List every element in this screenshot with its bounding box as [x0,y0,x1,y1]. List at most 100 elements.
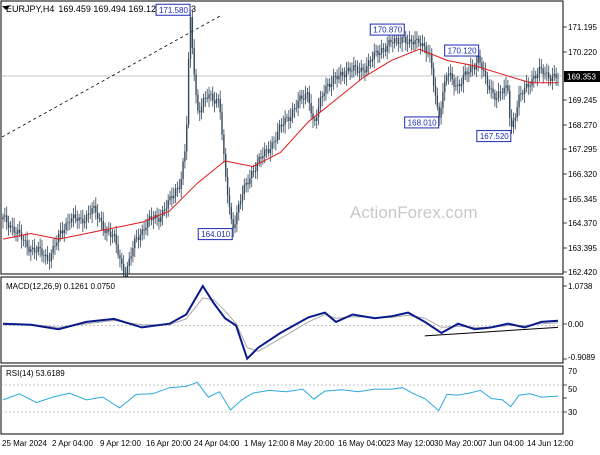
candle [96,203,99,227]
candle [321,91,323,107]
time-label: 16 May 04:00 [338,439,387,448]
candle [284,110,286,134]
candle [2,213,4,229]
candle [486,71,489,94]
candle [271,136,273,156]
watermark: ActionForex.com [350,203,478,222]
candle [501,87,504,100]
svg-text:167.520: 167.520 [480,132,509,141]
svg-text:50: 50 [568,385,577,394]
svg-text:1.0738: 1.0738 [568,282,593,291]
candle [445,72,448,86]
candle [319,90,322,112]
candle [457,76,459,94]
candle [48,252,51,270]
symbol-label: EURJPY,H4 169.459 169.494 169.120 169.353 [6,4,196,14]
candle [139,228,142,248]
time-label: 14 Jun 12:00 [527,439,574,448]
candle [85,210,88,230]
svg-text:169.245: 169.245 [568,96,597,105]
candle [182,157,184,186]
candle [525,74,528,93]
candle [245,177,247,193]
price-annotation: 170.120 [444,44,480,58]
candle [507,79,509,95]
candle [290,108,292,129]
time-label: 16 Apr 20:00 [146,439,192,448]
candle [13,218,15,239]
candle [7,215,10,236]
candle [15,227,17,242]
candle [308,85,310,111]
candle [512,112,515,134]
time-label: 1 May 12:00 [244,439,289,448]
candle [87,205,90,223]
candle [542,64,544,84]
candle [56,235,58,250]
candle [251,165,253,188]
rsi-line [2,381,559,412]
candle [367,53,370,75]
candle [364,63,366,82]
candle [514,113,517,130]
candle [447,66,450,85]
time-label: 7 Jun 04:00 [482,439,524,448]
time-label: 2 Apr 04:00 [52,439,93,448]
price-tick: 171.195 [563,23,597,32]
collapse-triangle-icon[interactable] [2,6,10,10]
candle [247,174,249,193]
svg-text:162.420: 162.420 [568,268,597,277]
candle [100,211,103,230]
candle [369,56,372,69]
candle [490,79,492,99]
candle [458,79,461,94]
candle [544,66,546,80]
candle [187,52,190,129]
candle [128,251,130,275]
candle [22,235,25,247]
candle [546,63,548,82]
candle [488,79,491,94]
candle [17,223,19,242]
price-panel: EURJPY,H4 169.459 169.494 169.120 169.353… [0,0,564,289]
candle [518,85,520,116]
candle [494,89,496,107]
candle [293,103,296,119]
price-annotation: 171.580 [155,3,191,17]
rsi-panel-frame [0,365,564,435]
candle [301,89,303,105]
candle [197,89,199,115]
candle [74,205,77,224]
candle [19,221,21,238]
candle [135,229,138,243]
candle [249,169,251,189]
current-price-tag: 169.353 [564,71,600,82]
candle [9,221,12,233]
svg-text:163.395: 163.395 [568,244,597,253]
rsi-panel: RSI(14) 53.6189 70 50 30 [0,365,577,435]
candle [466,67,468,83]
candle [386,36,388,60]
candle [80,210,82,224]
svg-text:0.00: 0.00 [568,320,584,329]
candle [165,199,168,218]
candle [533,67,535,88]
macd-trend-line [424,326,559,337]
candle [304,85,307,105]
candle [76,210,78,229]
candle [106,226,108,242]
candle [152,211,155,230]
candle [130,247,132,266]
svg-text:164.010: 164.010 [201,230,230,239]
candle [6,206,8,231]
candle [303,89,305,109]
candle [228,187,231,215]
price-annotation: 168.010 [404,115,440,129]
candle [184,143,186,169]
rsi-label: RSI(14) 53.6189 [6,369,65,378]
candle [82,209,84,233]
candle [43,250,45,263]
candle [330,75,333,96]
macd-tick: 0.00 [563,320,584,329]
